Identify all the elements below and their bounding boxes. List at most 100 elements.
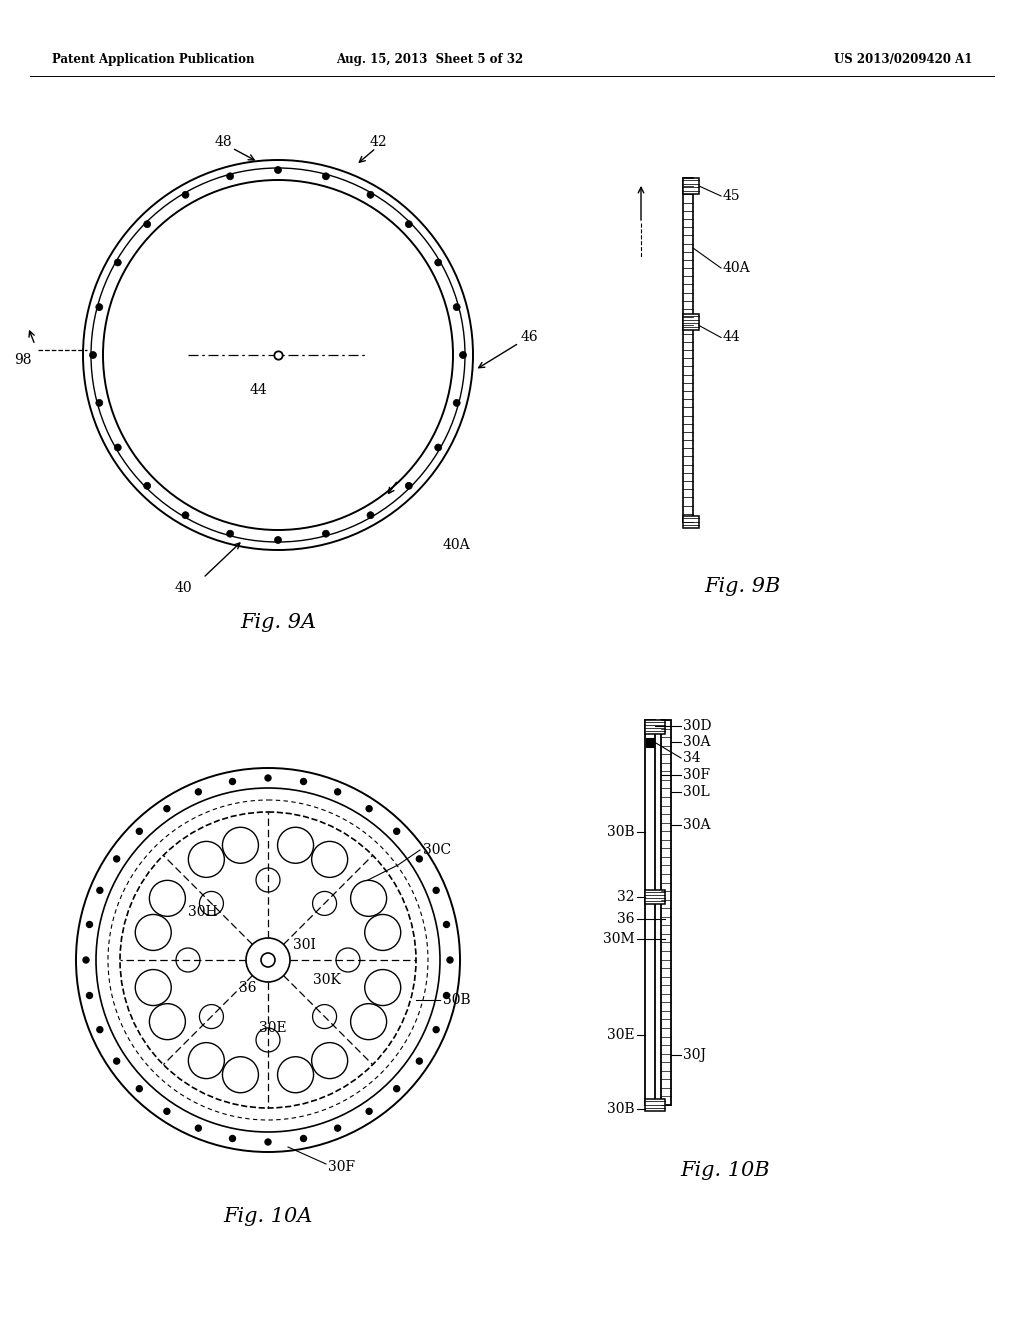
Circle shape	[164, 1109, 170, 1114]
Text: Fig. 9A: Fig. 9A	[240, 612, 316, 631]
Circle shape	[393, 1085, 399, 1092]
Circle shape	[229, 779, 236, 784]
Circle shape	[114, 1059, 120, 1064]
Text: 30I: 30I	[293, 939, 315, 952]
Circle shape	[229, 1135, 236, 1142]
Circle shape	[143, 482, 151, 490]
Bar	[645, 719, 665, 734]
Text: 30H: 30H	[188, 906, 218, 919]
Circle shape	[443, 993, 450, 998]
Circle shape	[222, 1057, 258, 1093]
Circle shape	[176, 948, 200, 972]
Text: 30E: 30E	[607, 1028, 635, 1041]
Circle shape	[115, 444, 121, 451]
Circle shape	[86, 993, 92, 998]
Text: 30A: 30A	[683, 735, 711, 748]
Circle shape	[312, 891, 337, 916]
Text: 40A: 40A	[443, 539, 471, 552]
Circle shape	[311, 1043, 348, 1078]
Circle shape	[86, 921, 92, 928]
Circle shape	[97, 887, 102, 894]
Circle shape	[150, 1003, 185, 1040]
Text: 30E: 30E	[259, 1020, 287, 1035]
Text: 30J: 30J	[683, 1048, 706, 1063]
Text: Patent Application Publication: Patent Application Publication	[52, 54, 255, 66]
Text: 98: 98	[14, 352, 32, 367]
Circle shape	[83, 957, 89, 964]
Circle shape	[265, 1139, 271, 1144]
Circle shape	[300, 779, 306, 784]
Circle shape	[136, 1085, 142, 1092]
Circle shape	[196, 1125, 202, 1131]
Circle shape	[115, 259, 121, 267]
Circle shape	[350, 880, 387, 916]
Circle shape	[300, 1135, 306, 1142]
Text: 30F: 30F	[683, 768, 710, 781]
Circle shape	[443, 921, 450, 928]
Text: 36: 36	[617, 912, 635, 927]
Text: 30A: 30A	[683, 818, 711, 832]
Text: 32: 32	[617, 890, 635, 904]
Circle shape	[274, 536, 282, 544]
Circle shape	[136, 829, 142, 834]
Circle shape	[182, 512, 189, 519]
Bar	[662, 719, 671, 1105]
Text: 30K: 30K	[313, 973, 341, 987]
Circle shape	[365, 915, 400, 950]
Circle shape	[256, 869, 280, 892]
Circle shape	[433, 1027, 439, 1032]
Circle shape	[335, 789, 341, 795]
Circle shape	[222, 828, 258, 863]
Text: 30B: 30B	[443, 993, 471, 1007]
Circle shape	[164, 805, 170, 812]
Circle shape	[89, 351, 96, 359]
Circle shape	[182, 191, 189, 198]
Circle shape	[97, 1027, 102, 1032]
Text: 36: 36	[239, 981, 256, 995]
Circle shape	[311, 841, 348, 878]
Circle shape	[135, 970, 171, 1006]
Circle shape	[323, 531, 330, 537]
Text: 30B: 30B	[607, 1102, 635, 1115]
Bar	[645, 719, 655, 1105]
Circle shape	[256, 1028, 280, 1052]
Circle shape	[367, 805, 372, 812]
Circle shape	[365, 970, 400, 1006]
Bar	[645, 890, 665, 904]
Circle shape	[278, 1057, 313, 1093]
Circle shape	[460, 351, 467, 359]
Text: 30M: 30M	[603, 932, 635, 946]
Text: 30D: 30D	[683, 719, 712, 733]
Circle shape	[150, 880, 185, 916]
Circle shape	[135, 915, 171, 950]
Circle shape	[143, 220, 151, 227]
Circle shape	[96, 400, 102, 407]
Circle shape	[188, 841, 224, 878]
Text: 30C: 30C	[423, 843, 452, 857]
Circle shape	[226, 531, 233, 537]
Circle shape	[336, 948, 360, 972]
Text: 30B: 30B	[607, 825, 635, 840]
Circle shape	[114, 855, 120, 862]
Circle shape	[367, 1109, 372, 1114]
Circle shape	[433, 887, 439, 894]
Text: 30L: 30L	[683, 785, 710, 799]
Circle shape	[335, 1125, 341, 1131]
Circle shape	[454, 304, 460, 310]
Bar	[683, 178, 699, 194]
Circle shape	[323, 173, 330, 180]
Circle shape	[96, 304, 102, 310]
Text: 48: 48	[214, 135, 231, 149]
Circle shape	[417, 855, 422, 862]
Circle shape	[200, 891, 223, 916]
Circle shape	[454, 400, 460, 407]
Text: 44: 44	[723, 330, 740, 345]
Text: 42: 42	[370, 135, 387, 149]
Circle shape	[261, 953, 275, 968]
Circle shape	[435, 444, 441, 451]
Circle shape	[367, 512, 374, 519]
Text: US 2013/0209420 A1: US 2013/0209420 A1	[834, 54, 972, 66]
Circle shape	[406, 482, 413, 490]
Circle shape	[278, 828, 313, 863]
Circle shape	[226, 173, 233, 180]
